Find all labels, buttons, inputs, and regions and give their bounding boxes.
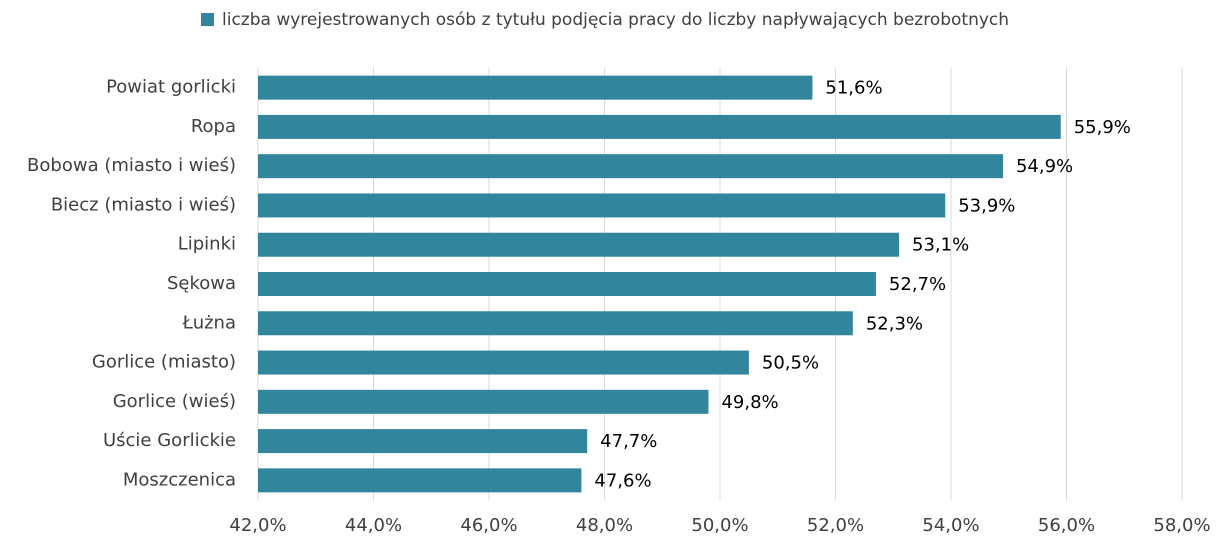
- bar: [258, 193, 946, 218]
- y-tick-label: Lipinki: [178, 234, 236, 255]
- y-tick-label: Powiat gorlicki: [106, 77, 236, 98]
- x-tick-label: 48,0%: [576, 515, 633, 536]
- y-tick-label: Moszczenica: [123, 469, 236, 490]
- x-tick-label: 56,0%: [1038, 515, 1095, 536]
- data-label: 49,8%: [721, 392, 778, 413]
- bar: [258, 114, 1061, 139]
- data-label: 55,9%: [1074, 117, 1131, 138]
- data-label: 47,7%: [600, 431, 657, 452]
- legend-label: liczba wyrejestrowanych osób z tytułu po…: [222, 10, 1009, 30]
- data-label: 52,3%: [866, 313, 923, 334]
- x-tick-label: 54,0%: [922, 515, 979, 536]
- bar: [258, 389, 709, 414]
- y-tick-label: Bobowa (miasto i wieś): [27, 155, 236, 176]
- y-tick-label: Biecz (miasto i wieś): [51, 194, 236, 215]
- x-tick-label: 44,0%: [345, 515, 402, 536]
- bar: [258, 75, 813, 100]
- bar: [258, 154, 1003, 179]
- data-label: 51,6%: [825, 78, 882, 99]
- y-tick-label: Łużna: [182, 312, 236, 333]
- bar: [258, 272, 876, 296]
- bar: [258, 311, 853, 336]
- x-tick-label: 52,0%: [807, 515, 864, 536]
- bar: [258, 429, 588, 454]
- x-tick-label: 46,0%: [460, 515, 517, 536]
- data-label: 52,7%: [889, 274, 946, 295]
- data-label: 53,9%: [958, 195, 1015, 216]
- y-tick-label: Ropa: [191, 116, 236, 137]
- y-tick-label: Gorlice (miasto): [92, 352, 236, 373]
- x-tick-label: 42,0%: [229, 515, 286, 536]
- x-tick-label: 58,0%: [1153, 515, 1210, 536]
- data-label: 54,9%: [1016, 156, 1073, 177]
- bar: [258, 350, 749, 375]
- y-tick-label: Uście Gorlickie: [103, 430, 236, 451]
- bar: [258, 468, 582, 493]
- bar: [258, 232, 900, 257]
- y-tick-label: Gorlice (wieś): [113, 391, 236, 412]
- data-label: 50,5%: [762, 353, 819, 374]
- x-tick-label: 50,0%: [691, 515, 748, 536]
- data-label: 53,1%: [912, 235, 969, 256]
- legend-swatch: [201, 13, 214, 26]
- y-tick-label: Sękowa: [167, 273, 236, 294]
- data-label: 47,6%: [594, 470, 651, 491]
